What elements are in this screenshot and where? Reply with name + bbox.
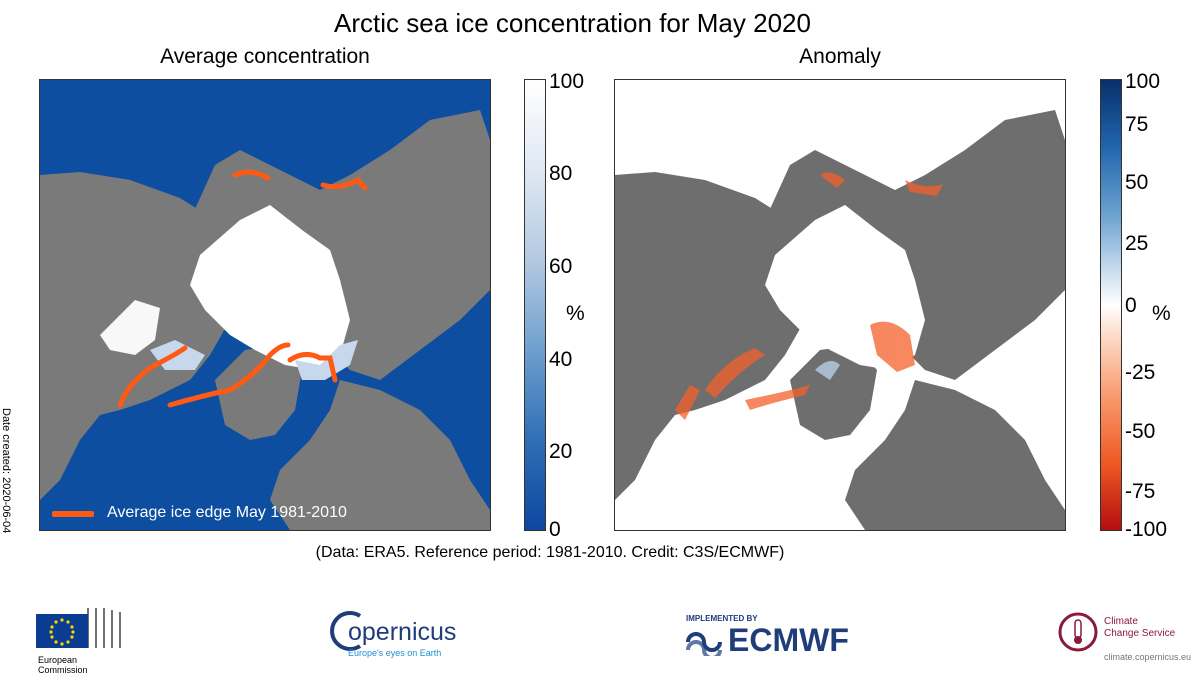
- ecmwf-wave-icon: [686, 632, 722, 656]
- concentration-tick-60: 60: [549, 255, 573, 278]
- anomaly-tick-0: 0: [1125, 294, 1137, 317]
- concentration-tick-40: 40: [549, 348, 573, 371]
- c3s-logo: Climate Change Service climate.copernicu…: [1056, 610, 1196, 666]
- anomaly-tick-50: 50: [1125, 171, 1149, 194]
- ec-line2: Commission: [38, 665, 88, 675]
- anomaly-tick-minus75: -75: [1125, 480, 1156, 503]
- greenland-land: [215, 345, 302, 440]
- sea-ice-hudson: [100, 300, 160, 355]
- anomaly-tick-100: 100: [1125, 70, 1161, 93]
- left-panel-title: Average concentration: [160, 45, 370, 68]
- anomaly-tick-minus50: -50: [1125, 420, 1156, 443]
- anomaly-tick-minus25: -25: [1125, 361, 1156, 384]
- ec-line1: European: [38, 655, 78, 665]
- ecmwf-name: ECMWF: [728, 622, 849, 658]
- ec-emblem-icon: [18, 602, 128, 650]
- copernicus-tagline: Europe's eyes on Earth: [348, 648, 442, 658]
- right-panel-title: Anomaly: [799, 45, 881, 68]
- european-commission-logo: European Commission: [18, 602, 128, 678]
- copernicus-logo: opernicus Europe's eyes on Earth: [326, 608, 466, 668]
- ice-edge-legend-label: Average ice edge May 1981-2010: [107, 504, 347, 521]
- date-created: Date created: 2020-06-04: [0, 408, 12, 534]
- anomaly-tick-75: 75: [1125, 113, 1149, 136]
- concentration-tick-20: 20: [549, 440, 573, 463]
- concentration-tick-80: 80: [549, 162, 573, 185]
- average-concentration-map: [39, 79, 491, 531]
- sea-ice: [190, 205, 350, 370]
- c3s-line1: Climate: [1104, 616, 1138, 627]
- positive-anomaly-area: [815, 361, 840, 380]
- concentration-colorbar: [524, 79, 546, 531]
- negative-anomaly-areas: [675, 172, 943, 420]
- ecmwf-implemented-by: IMPLEMENTED BY: [686, 614, 758, 623]
- greenland-land: [790, 345, 877, 440]
- north-america-land: [615, 172, 815, 500]
- anomaly-tick-minus100: -100: [1125, 518, 1168, 541]
- concentration-tick-100: 100: [549, 70, 585, 93]
- ecmwf-logo: IMPLEMENTED BY ECMWF: [684, 612, 864, 662]
- concentration-tick-0: 0: [549, 518, 561, 541]
- thermometer-circle-icon: [1058, 612, 1098, 652]
- europe-land: [270, 380, 490, 530]
- copernicus-c-icon: [330, 611, 362, 651]
- copernicus-name: opernicus: [348, 618, 457, 646]
- concentration-unit: %: [566, 302, 585, 325]
- main-title: Arctic sea ice concentration for May 202…: [334, 8, 811, 38]
- anomaly-tick-25: 25: [1125, 232, 1149, 255]
- data-credit: (Data: ERA5. Reference period: 1981-2010…: [315, 544, 785, 561]
- anomaly-colorbar: [1100, 79, 1122, 531]
- c3s-line2: Change Service: [1104, 628, 1176, 639]
- anomaly-unit: %: [1152, 302, 1171, 325]
- europe-land: [845, 380, 1065, 530]
- average-ice-edge-lines: [117, 169, 368, 408]
- ice-edge-legend-line: [52, 511, 94, 517]
- c3s-url: climate.copernicus.eu: [1104, 652, 1192, 662]
- anomaly-map: [614, 79, 1066, 531]
